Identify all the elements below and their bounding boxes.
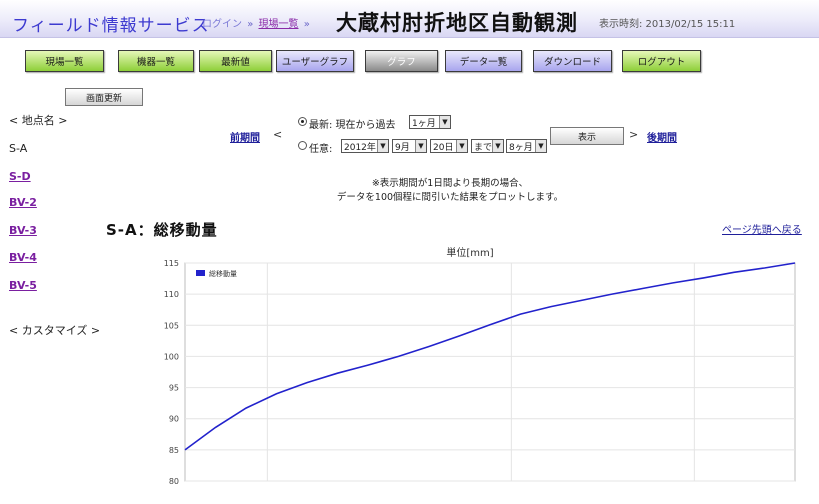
custom-option-label: 任意: <box>309 144 333 155</box>
breadcrumb-separator: » <box>303 19 310 30</box>
breadcrumb: ログイン » 現場一覧 » <box>202 15 312 30</box>
show-button[interactable]: 表示 <box>550 127 624 145</box>
y-tick-label: 105 <box>164 321 179 330</box>
year-select[interactable]: 2012年 ▼ <box>341 139 389 153</box>
customize-label: < カスタマイズ > <box>9 324 101 337</box>
display-time: 表示時刻: 2013/02/15 15:11 <box>599 19 736 30</box>
nav-download-button[interactable]: ダウンロード <box>533 50 612 72</box>
latest-option-label: 最新: 現在から過去 <box>309 120 396 131</box>
next-period-link[interactable]: 後期間 <box>647 133 677 144</box>
series-line <box>184 262 796 451</box>
month-select[interactable]: 9月 ▼ <box>392 139 427 153</box>
breadcrumb-login: ログイン <box>202 19 242 30</box>
months-select[interactable]: 8ヶ月 ▼ <box>506 139 547 153</box>
page-top-link[interactable]: ページ先頭へ戻る <box>722 225 802 236</box>
point-link-bv-5[interactable]: BV-5 <box>9 279 37 292</box>
chevron-down-icon: ▼ <box>456 140 467 152</box>
chevron-down-icon: ▼ <box>492 140 503 152</box>
current-point-label: S-A <box>9 142 28 155</box>
y-tick-label: 115 <box>164 259 179 268</box>
site-title: 大蔵村肘折地区自動観測 <box>336 11 578 35</box>
until-value: まで <box>474 142 493 153</box>
y-tick-labels: 80 85 90 95 100 105 110 115 <box>164 259 179 486</box>
latest-range-select[interactable]: 1ヶ月 ▼ <box>409 115 451 129</box>
year-value: 2012年 <box>344 142 376 153</box>
y-tick-label: 110 <box>164 290 179 299</box>
breadcrumb-separator: » <box>247 19 254 30</box>
legend: 総移動量 <box>196 269 237 278</box>
point-link-bv-2[interactable]: BV-2 <box>9 196 37 209</box>
day-value: 20日 <box>433 142 454 153</box>
nav-data-list-button[interactable]: データ一覧 <box>445 50 522 72</box>
point-link-bv-4[interactable]: BV-4 <box>9 251 37 264</box>
chevron-down-icon: ▼ <box>377 140 388 152</box>
until-select[interactable]: まで ▼ <box>471 139 504 153</box>
next-arrow: > <box>629 128 639 141</box>
line-chart: 単位[mm] 80 85 90 95 100 105 110 115 総移動量 <box>164 246 796 486</box>
series-lines <box>184 262 796 451</box>
nav-latest-button[interactable]: 最新値 <box>199 50 272 72</box>
legend-swatch <box>196 270 205 276</box>
nav-device-list-button[interactable]: 機器一覧 <box>118 50 194 72</box>
chevron-down-icon: ▼ <box>415 140 426 152</box>
previous-period-link[interactable]: 前期間 <box>230 133 260 144</box>
chevron-down-icon: ▼ <box>439 116 450 128</box>
y-axis-unit-label: 単位[mm] <box>446 246 493 259</box>
breadcrumb-site-list-link[interactable]: 現場一覧 <box>258 19 299 30</box>
day-select[interactable]: 20日 ▼ <box>430 139 468 153</box>
y-tick-label: 100 <box>164 352 179 361</box>
chevron-down-icon: ▼ <box>535 140 546 152</box>
nav-site-list-button[interactable]: 現場一覧 <box>25 50 104 72</box>
y-tick-label: 85 <box>169 446 179 455</box>
y-tick-label: 80 <box>169 477 179 486</box>
note-line-2: データを100個程に間引いた結果をプロットします。 <box>336 192 564 203</box>
nav-logout-button[interactable]: ログアウト <box>622 50 701 72</box>
nav-graph-button[interactable]: グラフ <box>365 50 438 72</box>
latest-radio[interactable] <box>298 117 307 126</box>
point-link-bv-3[interactable]: BV-3 <box>9 224 37 237</box>
point-name-header: < 地点名 > <box>9 114 68 127</box>
nav-user-graph-button[interactable]: ユーザーグラフ <box>276 50 354 72</box>
point-link-s-d[interactable]: S-D <box>9 170 31 183</box>
legend-label: 総移動量 <box>209 269 237 278</box>
custom-radio[interactable] <box>298 141 307 150</box>
y-tick-label: 95 <box>169 384 179 393</box>
note-line-1: ※表示期間が1日間より長期の場合、 <box>371 178 529 189</box>
refresh-button[interactable]: 画面更新 <box>65 88 143 106</box>
previous-arrow: < <box>273 128 283 141</box>
app-title: フィールド情報サービス <box>12 16 210 36</box>
month-value: 9月 <box>395 142 410 153</box>
months-value: 8ヶ月 <box>509 142 533 153</box>
header-bar: フィールド情報サービス ログイン » 現場一覧 » 大蔵村肘折地区自動観測 表示… <box>0 0 819 38</box>
plot-area <box>184 262 796 482</box>
y-tick-label: 90 <box>169 415 179 424</box>
latest-range-value: 1ヶ月 <box>412 118 436 129</box>
chart-title: S-A：総移動量 <box>106 221 218 239</box>
